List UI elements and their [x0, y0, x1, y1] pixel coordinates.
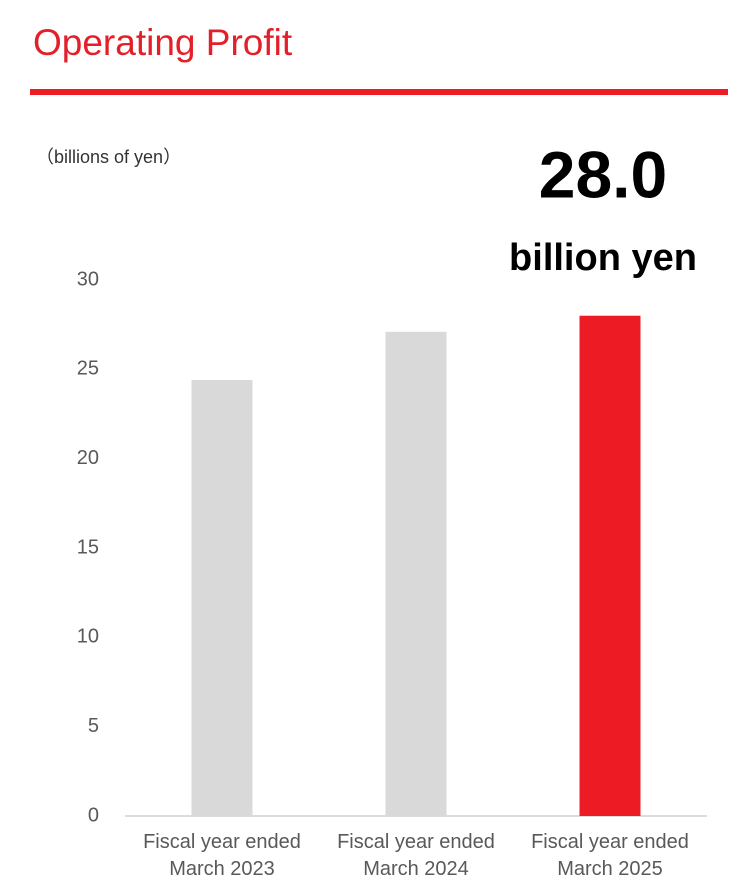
y-tick-label: 20 [77, 447, 99, 469]
title-rule [30, 89, 728, 95]
bar [191, 380, 253, 816]
bar [385, 331, 447, 816]
x-tick-label: Fiscal year ended March 2024 [337, 831, 495, 880]
chart-title: Operating Profit [33, 22, 293, 63]
y-axis-label: （billions of yen） [36, 147, 181, 167]
value-label: 28.0 [539, 137, 667, 211]
bar [579, 315, 641, 816]
y-tick-label: 10 [77, 626, 99, 648]
y-tick-label: 30 [77, 268, 99, 290]
x-tick-label: Fiscal year ended March 2025 [531, 831, 689, 880]
annotation: billion yen [509, 237, 697, 279]
y-tick-label: 5 [88, 715, 99, 737]
y-tick-label: 15 [77, 536, 99, 558]
x-tick-label: Fiscal year ended March 2023 [143, 831, 301, 880]
y-tick-label: 25 [77, 358, 99, 380]
y-tick-label: 0 [88, 804, 99, 826]
